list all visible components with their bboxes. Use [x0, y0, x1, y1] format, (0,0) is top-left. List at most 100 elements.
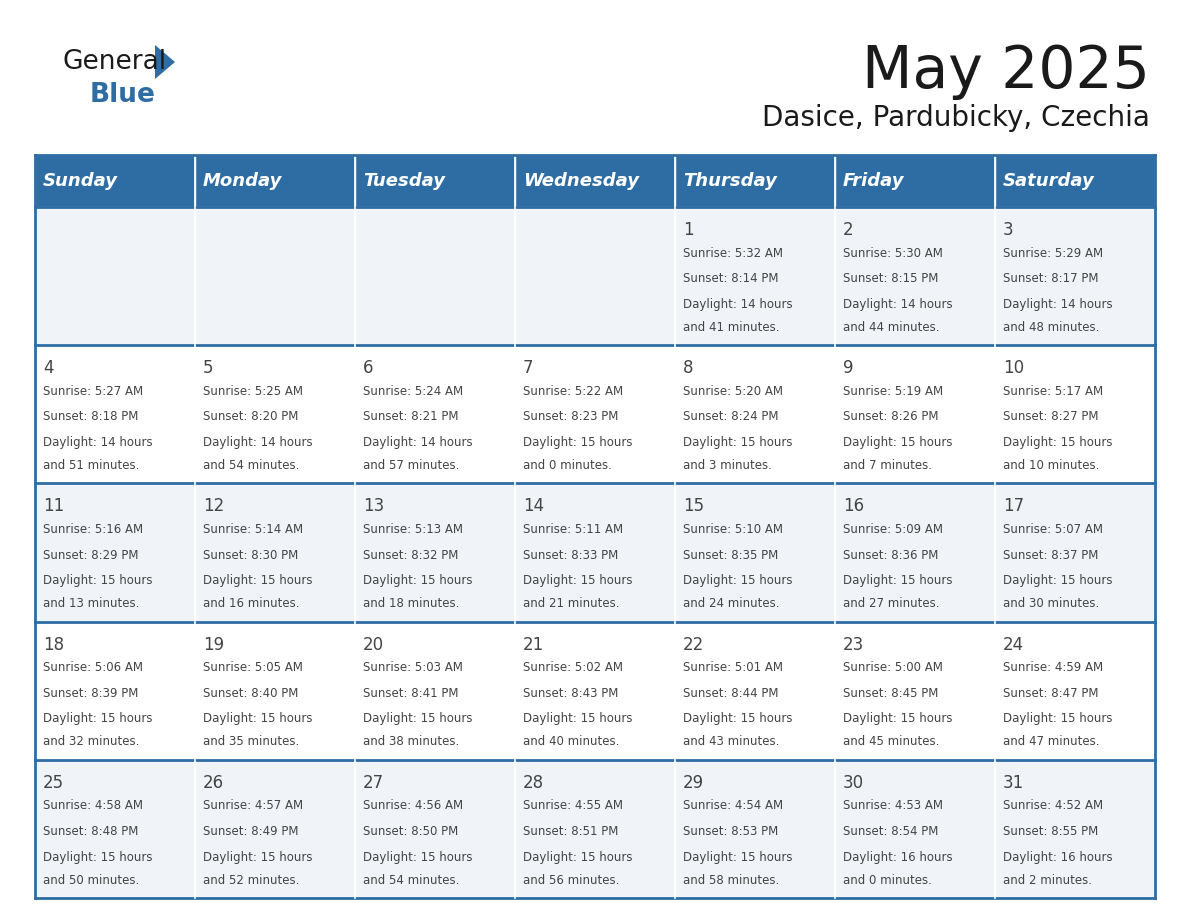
Text: Sunset: 8:18 PM: Sunset: 8:18 PM — [43, 410, 138, 423]
Text: Sunrise: 4:56 AM: Sunrise: 4:56 AM — [364, 800, 463, 812]
Text: Daylight: 15 hours: Daylight: 15 hours — [523, 712, 632, 725]
Text: Daylight: 15 hours: Daylight: 15 hours — [1003, 712, 1112, 725]
Bar — [516, 484, 675, 621]
Text: Daylight: 15 hours: Daylight: 15 hours — [1003, 574, 1112, 588]
Text: Sunrise: 5:05 AM: Sunrise: 5:05 AM — [203, 661, 303, 674]
Text: General: General — [62, 49, 166, 75]
Text: 3: 3 — [1003, 221, 1013, 239]
Text: Sunset: 8:43 PM: Sunset: 8:43 PM — [523, 687, 619, 700]
Text: Sunset: 8:49 PM: Sunset: 8:49 PM — [203, 825, 298, 838]
Bar — [675, 484, 835, 621]
Text: and 16 minutes.: and 16 minutes. — [203, 597, 299, 610]
Text: and 50 minutes.: and 50 minutes. — [43, 874, 139, 887]
Text: 21: 21 — [523, 635, 544, 654]
Text: Sunrise: 5:16 AM: Sunrise: 5:16 AM — [43, 523, 143, 536]
Text: Daylight: 15 hours: Daylight: 15 hours — [203, 850, 312, 864]
Text: 14: 14 — [523, 498, 544, 515]
Bar — [195, 484, 355, 621]
Text: Sunset: 8:36 PM: Sunset: 8:36 PM — [843, 549, 939, 562]
Text: Sunrise: 5:03 AM: Sunrise: 5:03 AM — [364, 661, 463, 674]
Text: Sunrise: 5:06 AM: Sunrise: 5:06 AM — [43, 661, 143, 674]
Text: Daylight: 15 hours: Daylight: 15 hours — [364, 574, 473, 588]
Text: 1: 1 — [683, 221, 694, 239]
Bar — [835, 345, 996, 484]
Bar — [355, 484, 516, 621]
Text: Sunrise: 5:19 AM: Sunrise: 5:19 AM — [843, 385, 943, 397]
Text: Sunset: 8:29 PM: Sunset: 8:29 PM — [43, 549, 139, 562]
Bar — [835, 760, 996, 898]
Text: and 54 minutes.: and 54 minutes. — [203, 459, 299, 472]
Text: 4: 4 — [43, 359, 53, 377]
Text: Sunset: 8:35 PM: Sunset: 8:35 PM — [683, 549, 778, 562]
Text: and 10 minutes.: and 10 minutes. — [1003, 459, 1099, 472]
Text: Sunday: Sunday — [43, 172, 118, 190]
Text: 20: 20 — [364, 635, 384, 654]
Text: and 13 minutes.: and 13 minutes. — [43, 597, 139, 610]
Bar — [355, 155, 516, 207]
Text: 22: 22 — [683, 635, 704, 654]
Text: Sunset: 8:51 PM: Sunset: 8:51 PM — [523, 825, 619, 838]
Text: Sunrise: 5:25 AM: Sunrise: 5:25 AM — [203, 385, 303, 397]
Text: Sunrise: 5:14 AM: Sunrise: 5:14 AM — [203, 523, 303, 536]
Text: Sunset: 8:48 PM: Sunset: 8:48 PM — [43, 825, 138, 838]
Text: 13: 13 — [364, 498, 384, 515]
Text: Sunset: 8:44 PM: Sunset: 8:44 PM — [683, 687, 778, 700]
Text: 6: 6 — [364, 359, 373, 377]
Text: and 58 minutes.: and 58 minutes. — [683, 874, 779, 887]
Text: 26: 26 — [203, 774, 225, 792]
Bar — [34, 207, 195, 345]
Text: 25: 25 — [43, 774, 64, 792]
Bar — [34, 155, 195, 207]
Text: and 32 minutes.: and 32 minutes. — [43, 735, 139, 748]
Bar — [835, 207, 996, 345]
Text: and 48 minutes.: and 48 minutes. — [1003, 320, 1099, 334]
Text: and 18 minutes.: and 18 minutes. — [364, 597, 460, 610]
Text: Sunset: 8:33 PM: Sunset: 8:33 PM — [523, 549, 618, 562]
Text: Sunset: 8:47 PM: Sunset: 8:47 PM — [1003, 687, 1099, 700]
Text: and 35 minutes.: and 35 minutes. — [203, 735, 299, 748]
Text: 10: 10 — [1003, 359, 1024, 377]
Text: Saturday: Saturday — [1003, 172, 1095, 190]
Bar — [195, 760, 355, 898]
Text: Daylight: 14 hours: Daylight: 14 hours — [364, 436, 473, 449]
Text: Sunset: 8:15 PM: Sunset: 8:15 PM — [843, 272, 939, 285]
Text: Sunset: 8:14 PM: Sunset: 8:14 PM — [683, 272, 778, 285]
Text: Sunset: 8:26 PM: Sunset: 8:26 PM — [843, 410, 939, 423]
Text: Sunrise: 5:30 AM: Sunrise: 5:30 AM — [843, 247, 943, 260]
Bar — [835, 484, 996, 621]
Text: and 0 minutes.: and 0 minutes. — [523, 459, 612, 472]
Bar — [516, 345, 675, 484]
Text: Sunset: 8:41 PM: Sunset: 8:41 PM — [364, 687, 459, 700]
Text: and 45 minutes.: and 45 minutes. — [843, 735, 940, 748]
Text: Sunrise: 5:24 AM: Sunrise: 5:24 AM — [364, 385, 463, 397]
Text: and 47 minutes.: and 47 minutes. — [1003, 735, 1100, 748]
Text: Daylight: 14 hours: Daylight: 14 hours — [843, 297, 953, 310]
Text: Daylight: 15 hours: Daylight: 15 hours — [843, 574, 953, 588]
Bar — [195, 345, 355, 484]
Text: 19: 19 — [203, 635, 225, 654]
Text: and 41 minutes.: and 41 minutes. — [683, 320, 779, 334]
Bar — [355, 345, 516, 484]
Bar — [996, 345, 1155, 484]
Text: 17: 17 — [1003, 498, 1024, 515]
Bar — [675, 621, 835, 760]
Text: 9: 9 — [843, 359, 853, 377]
Bar — [996, 207, 1155, 345]
Text: 18: 18 — [43, 635, 64, 654]
Text: Daylight: 16 hours: Daylight: 16 hours — [843, 850, 953, 864]
Text: Daylight: 16 hours: Daylight: 16 hours — [1003, 850, 1113, 864]
Text: Sunset: 8:32 PM: Sunset: 8:32 PM — [364, 549, 459, 562]
Text: Sunrise: 5:27 AM: Sunrise: 5:27 AM — [43, 385, 143, 397]
Bar — [996, 155, 1155, 207]
Text: 11: 11 — [43, 498, 64, 515]
Text: Sunset: 8:39 PM: Sunset: 8:39 PM — [43, 687, 138, 700]
Text: and 54 minutes.: and 54 minutes. — [364, 874, 460, 887]
Bar — [996, 484, 1155, 621]
Text: 7: 7 — [523, 359, 533, 377]
Text: and 3 minutes.: and 3 minutes. — [683, 459, 772, 472]
Text: and 43 minutes.: and 43 minutes. — [683, 735, 779, 748]
Text: Sunrise: 4:57 AM: Sunrise: 4:57 AM — [203, 800, 303, 812]
Text: and 7 minutes.: and 7 minutes. — [843, 459, 933, 472]
Text: Blue: Blue — [90, 82, 156, 108]
Text: and 56 minutes.: and 56 minutes. — [523, 874, 619, 887]
